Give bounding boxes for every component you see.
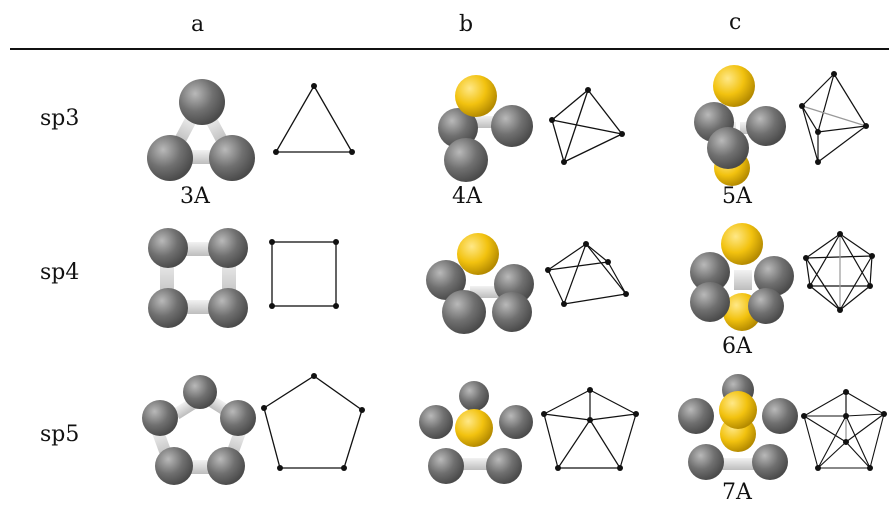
atom [147, 135, 193, 181]
atom [179, 79, 225, 125]
atom [444, 138, 488, 182]
ball-model-6A-svg [690, 223, 794, 331]
ball-model-sp5-b [416, 378, 536, 488]
row-label-sp3: sp3 [40, 106, 80, 131]
ball-model-3A-svg [147, 79, 255, 181]
wireframe-3A-svg [273, 83, 355, 155]
atom [499, 405, 533, 439]
wireframe-6A [800, 228, 880, 316]
atom [752, 444, 788, 480]
ball-model-5A [684, 60, 794, 186]
atom [459, 381, 489, 411]
ball-model-7A [674, 372, 802, 484]
ball-model-sp4-b [420, 226, 538, 338]
wireframe-4A-svg [549, 87, 625, 165]
atom [457, 233, 499, 275]
ball-model-4A-svg [438, 75, 533, 182]
atom [428, 448, 464, 484]
wireframe-4A [546, 84, 630, 166]
atom [208, 228, 248, 268]
ball-model-4A [420, 66, 540, 184]
cluster-label-7A: 7A [722, 480, 752, 505]
wireframe-sp5-a-svg [261, 373, 365, 471]
atom [713, 65, 755, 107]
wireframe-7A [798, 386, 888, 476]
atom [678, 398, 714, 434]
wireframe-6A-svg [803, 231, 875, 313]
ball-model-sp5-a-svg [142, 375, 256, 485]
ball-model-sp5-a [138, 370, 260, 488]
atom [762, 398, 798, 434]
ball-model-sp4-a [142, 222, 254, 334]
atom [688, 444, 724, 480]
atom [491, 105, 533, 147]
atom [148, 228, 188, 268]
column-header-a: a [191, 12, 205, 37]
wireframe-sp5-a [258, 370, 370, 474]
wireframe-3A [268, 80, 360, 160]
atom [148, 288, 188, 328]
atom [142, 400, 178, 436]
ball-model-5A-svg [694, 65, 786, 186]
atom [442, 290, 486, 334]
column-header-c: c [729, 10, 742, 35]
ball-model-3A [130, 66, 270, 184]
atom [754, 256, 794, 296]
atom [209, 135, 255, 181]
row-label-sp5: sp5 [40, 422, 80, 447]
atom [707, 127, 749, 169]
atom [746, 106, 786, 146]
wireframe-sp4-b-svg [545, 241, 629, 307]
atom [183, 375, 217, 409]
wireframe-sp4-a-svg [269, 239, 339, 309]
wireframe-sp4-a [266, 236, 346, 312]
atom [719, 391, 757, 429]
atom [492, 292, 532, 332]
ball-model-6A [686, 222, 800, 334]
wireframe-5A-svg [799, 71, 869, 165]
atom [690, 282, 730, 322]
column-header-b: b [459, 12, 474, 37]
cluster-label-6A: 6A [722, 334, 752, 359]
atom [208, 288, 248, 328]
atom [748, 288, 784, 324]
header-rule [10, 48, 889, 50]
cluster-label-5A: 5A [722, 184, 752, 209]
wireframe-sp5-b-svg [541, 387, 639, 471]
ball-model-sp4-b-svg [426, 233, 534, 334]
ball-model-sp4-a-svg [148, 228, 248, 328]
atom [220, 400, 256, 436]
atom [419, 405, 453, 439]
atom [721, 223, 763, 265]
atom [438, 108, 478, 148]
wireframe-7A-svg [801, 389, 887, 471]
row-label-sp4: sp4 [40, 260, 80, 285]
atom [207, 447, 245, 485]
atom [455, 409, 493, 447]
cluster-label-3A: 3A [180, 184, 210, 209]
atom [690, 252, 730, 292]
ball-model-7A-svg [678, 374, 798, 480]
atom [486, 448, 522, 484]
atom [426, 260, 466, 300]
ball-model-sp5-b-svg [419, 381, 533, 484]
atom [155, 447, 193, 485]
cluster-label-4A: 4A [452, 184, 482, 209]
wireframe-sp5-b [538, 384, 642, 474]
wireframe-sp4-b [542, 238, 632, 310]
atom [455, 75, 497, 117]
wireframe-5A [796, 68, 872, 168]
